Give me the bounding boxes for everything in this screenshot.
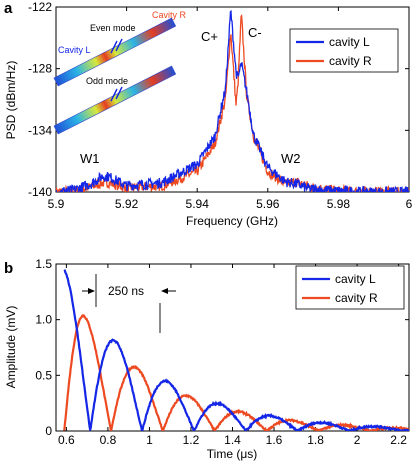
period-annotation-label: 250 ns: [108, 284, 144, 298]
panel-b-ylabel: Amplitude (mV): [4, 306, 18, 389]
panel-b-xtick-label: 0.6: [58, 433, 75, 447]
mode-inset: Cavity R Cavity L Even mode Odd mode: [53, 10, 187, 135]
panel-b-legend-box: [295, 265, 405, 310]
panel-label-a: a: [4, 0, 13, 17]
odd-mode-break-icon: [110, 86, 123, 102]
panel-b-series: [63, 269, 409, 431]
panel-b-legend: cavity L cavity R: [295, 265, 405, 310]
annotation-c-plus: C+: [201, 29, 218, 44]
panel-a-xtick-label: 5.98: [327, 197, 351, 211]
annotation-w1: W1: [80, 151, 100, 166]
panel-b-ytick-label: 0: [45, 424, 52, 438]
panel-b-xtick-label: 1.8: [307, 433, 324, 447]
panel-a-ticks: 5.9 5.92 5.94 5.96 5.98 6 -122 -128 -134 -140: [28, 0, 413, 211]
annotation-c-minus: C-: [248, 25, 262, 40]
panel-b-xtick-label: 1.6: [266, 433, 283, 447]
period-annotation: 250 ns: [82, 274, 176, 333]
panel-label-b: b: [4, 260, 13, 277]
panel-b-xtick-label: 0.8: [100, 433, 117, 447]
panel-b-series-cavity-l: [63, 269, 409, 431]
panel-b-ytick-label: 1.5: [35, 257, 52, 271]
legend-b-label-cavity-l: cavity L: [335, 272, 376, 286]
panel-b-ytick-label: 0.5: [35, 368, 52, 382]
panel-b-xtick-label: 2: [354, 433, 361, 447]
panel-a-xtick-label: 5.9: [48, 197, 65, 211]
panel-b-xtick-label: 1.2: [183, 433, 200, 447]
panel-a-legend-box: [289, 28, 399, 73]
panel-b-series-cavity-r: [63, 313, 409, 431]
legend-a-label-cavity-l: cavity L: [329, 35, 370, 49]
even-mode-break-icon: [110, 38, 123, 54]
panel-a-xtick-label: 5.92: [115, 197, 139, 211]
inset-odd-mode: Odd mode: [86, 76, 128, 86]
panel-a-legend: cavity L cavity R: [289, 28, 399, 73]
inset-cavity-l: Cavity L: [58, 45, 91, 55]
panel-a-series: [56, 9, 409, 192]
panel-a-xtick-label: 5.94: [186, 197, 210, 211]
panel-a-ytick-label: -140: [28, 185, 52, 199]
panel-b-xtick-label: 2.2: [390, 433, 407, 447]
panel-a-xtick-label: 5.96: [256, 197, 280, 211]
annotation-w2: W2: [281, 151, 301, 166]
panel-b-ticks: 0.6 0.8 1 1.2 1.4 1.6 1.8 2 2.2 0 0.5 1.0 1.5: [35, 257, 409, 447]
panel-a-ytick-label: -122: [28, 0, 52, 14]
inset-cavity-r: Cavity R: [152, 10, 187, 20]
panel-b-ytick-label: 1.0: [35, 313, 52, 327]
legend-a-label-cavity-r: cavity R: [329, 54, 372, 68]
panel-a-ytick-label: -134: [28, 123, 52, 137]
legend-b-label-cavity-r: cavity R: [335, 291, 378, 305]
panel-a-ylabel: PSD (dBm/Hz): [4, 61, 18, 140]
panel-b-xlabel: Time (μs): [207, 447, 257, 461]
panel-a-frame: [55, 6, 410, 193]
panel-a-xtick-label: 6: [406, 197, 413, 211]
panel-a-xlabel: Frequency (GHz): [186, 214, 278, 228]
panel-b-xtick-label: 1: [146, 433, 153, 447]
panel-b-xtick-label: 1.4: [224, 433, 241, 447]
panel-a-series-cavity-l: [56, 9, 409, 192]
panel-a-ytick-label: -128: [28, 62, 52, 76]
inset-even-mode: Even mode: [90, 23, 136, 33]
